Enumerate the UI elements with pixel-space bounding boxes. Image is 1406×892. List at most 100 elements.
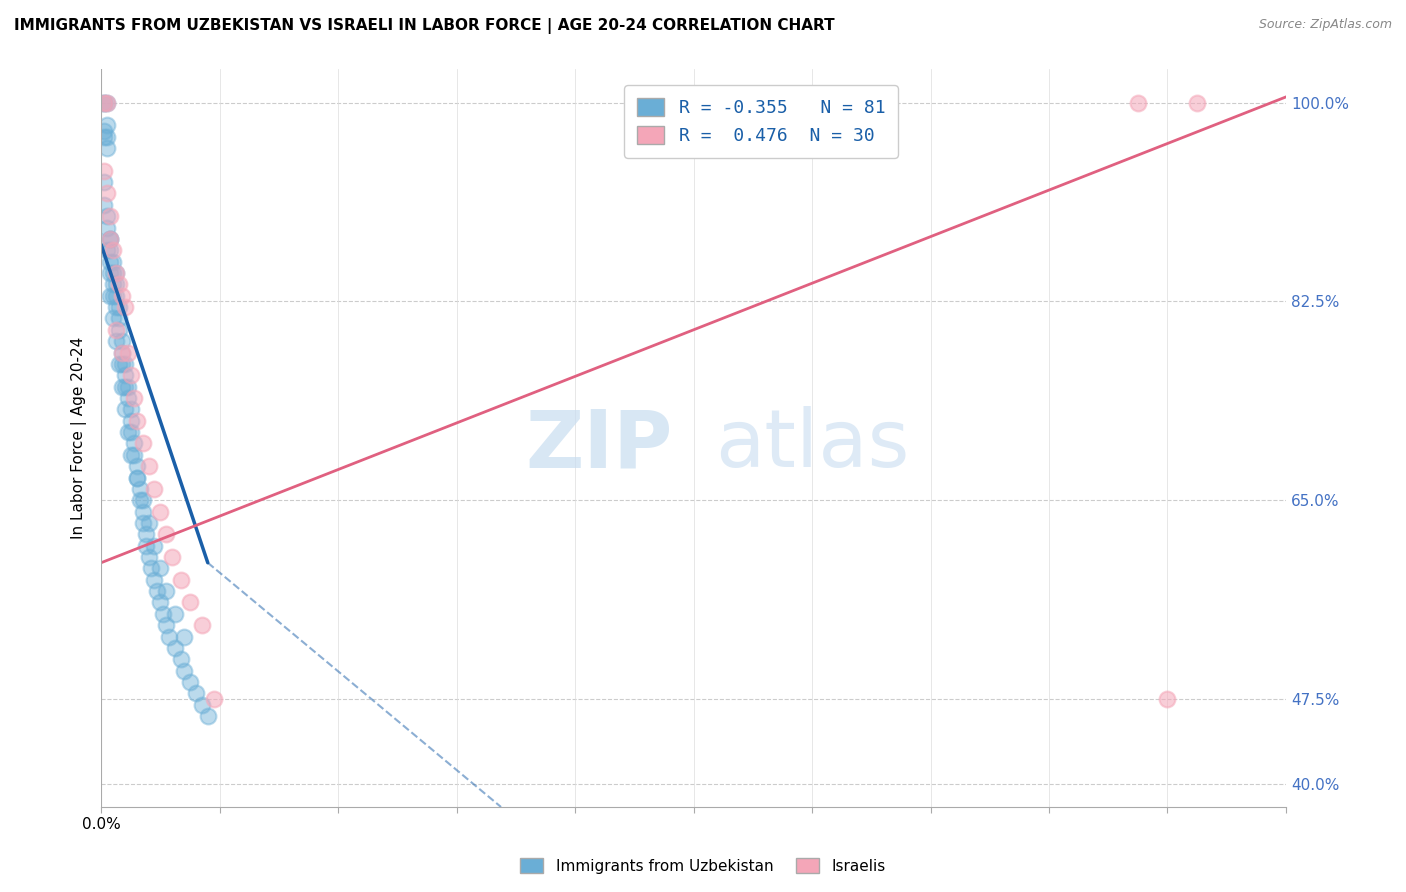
Point [117,379,139,393]
Point [125,414,148,428]
Point [101,266,124,280]
Point [111,345,134,359]
Point [104,323,127,337]
Point [120,402,142,417]
Point [101,311,124,326]
Point [104,334,127,348]
Text: IMMIGRANTS FROM UZBEKISTAN VS ISRAELI IN LABOR FORCE | AGE 20-24 CORRELATION CHA: IMMIGRANTS FROM UZBEKISTAN VS ISRAELI IN… [14,18,835,34]
Point [101,244,124,258]
Point [114,300,136,314]
Point [108,323,131,337]
Y-axis label: In Labor Force | Age 20-24: In Labor Force | Age 20-24 [72,336,87,539]
Text: ZIP: ZIP [524,406,672,484]
Point [98,266,121,280]
Point [131,516,153,530]
Point [96,209,118,223]
Point [179,675,201,690]
Point [98,232,121,246]
Point [101,289,124,303]
Point [96,220,118,235]
Point [108,311,131,326]
Point [170,573,193,587]
Point [93,95,115,110]
Point [104,300,127,314]
Point [104,266,127,280]
Point [1126,95,1149,110]
Point [96,95,118,110]
Point [96,141,118,155]
Point [131,505,153,519]
Point [96,186,118,201]
Point [104,277,127,292]
Point [160,549,183,564]
Text: atlas: atlas [714,406,910,484]
Point [128,493,150,508]
Point [1185,95,1208,110]
Point [143,482,166,496]
Point [155,584,177,599]
Point [122,448,145,462]
Point [101,277,124,292]
Point [93,175,115,189]
Point [1156,692,1178,706]
Point [202,692,225,706]
Point [165,640,187,655]
Point [117,345,139,359]
Point [120,368,142,383]
Point [138,516,160,530]
Point [143,539,166,553]
Point [125,470,148,484]
Point [125,459,148,474]
Point [173,630,195,644]
Point [104,289,127,303]
Point [173,664,195,678]
Point [197,709,219,723]
Point [146,584,169,599]
Point [120,414,142,428]
Point [122,436,145,450]
Legend: R = -0.355   N = 81, R =  0.476  N = 30: R = -0.355 N = 81, R = 0.476 N = 30 [624,85,898,158]
Point [117,391,139,405]
Point [138,549,160,564]
Point [152,607,174,621]
Point [135,527,157,541]
Point [149,505,172,519]
Point [114,379,136,393]
Point [108,300,131,314]
Point [117,425,139,439]
Text: Source: ZipAtlas.com: Source: ZipAtlas.com [1258,18,1392,31]
Point [141,561,163,575]
Point [93,198,115,212]
Point [98,232,121,246]
Point [114,368,136,383]
Point [184,686,207,700]
Point [93,129,115,144]
Point [155,527,177,541]
Point [191,618,214,632]
Point [157,630,180,644]
Point [111,345,134,359]
Point [131,493,153,508]
Point [93,95,115,110]
Point [96,95,118,110]
Point [128,482,150,496]
Point [93,163,115,178]
Point [108,357,131,371]
Point [93,95,115,110]
Point [138,459,160,474]
Point [96,118,118,132]
Point [98,209,121,223]
Point [122,391,145,405]
Point [111,289,134,303]
Point [135,539,157,553]
Point [98,244,121,258]
Point [104,266,127,280]
Point [143,573,166,587]
Point [125,470,148,484]
Point [191,698,214,712]
Legend: Immigrants from Uzbekistan, Israelis: Immigrants from Uzbekistan, Israelis [515,852,891,880]
Point [98,254,121,268]
Point [111,334,134,348]
Point [114,402,136,417]
Point [155,618,177,632]
